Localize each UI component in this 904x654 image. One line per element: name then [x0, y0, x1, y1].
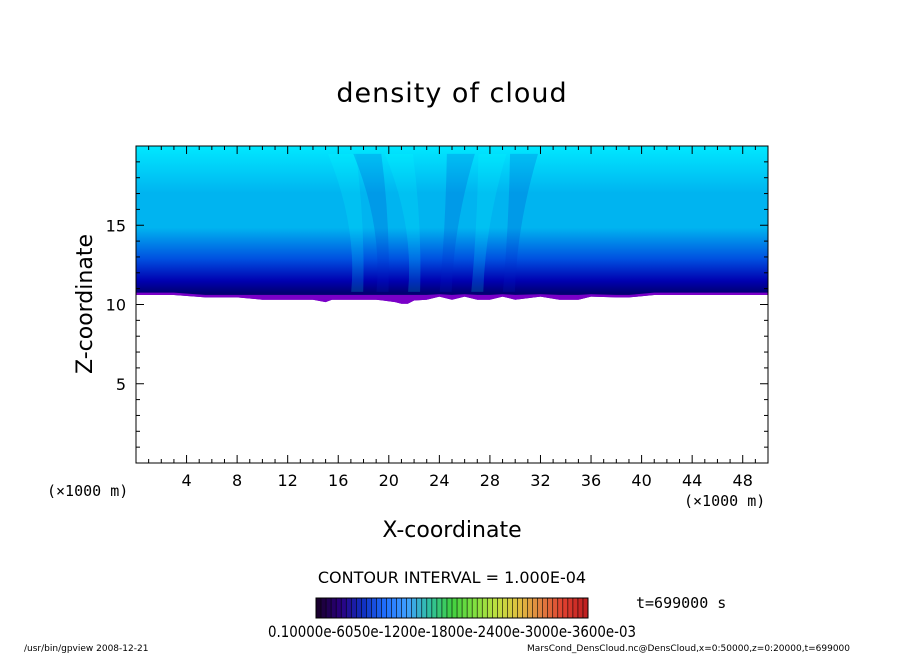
colorbar-labels: 0.10000e-6050e-1200e-1800e-2400e-3000e-3…: [268, 622, 636, 641]
colorbar-segment: [462, 598, 468, 618]
colorbar-segment: [406, 598, 412, 618]
colorbar-segment: [341, 598, 347, 618]
colorbar-segment: [557, 598, 564, 618]
colorbar-segment: [467, 598, 473, 618]
plume-streak: [502, 153, 539, 292]
plume-streak: [353, 153, 389, 292]
colorbar-segment: [396, 598, 402, 618]
colorbar-segment: [522, 598, 528, 618]
contour-interval: CONTOUR INTERVAL = 1.000E-04: [318, 568, 586, 587]
y-tick-label: 5: [116, 375, 126, 394]
colorbar-segment: [472, 598, 478, 618]
colorbar-segment: [542, 598, 548, 618]
x-axis-ticks: 4 8 12 16 20 24 28 32 36 40 44 48: [148, 146, 756, 490]
colorbar-segment: [426, 598, 433, 618]
time-label: t=699000 s: [636, 594, 726, 612]
colorbar-segment: [552, 598, 558, 618]
colorbar-segment: [421, 598, 428, 618]
colorbar-segment: [537, 598, 543, 618]
colorbar-segment: [346, 598, 352, 618]
colorbar-segment: [527, 598, 533, 618]
x-tick-label: 4: [181, 471, 191, 490]
colorbar-segment: [431, 598, 438, 618]
colorbar-segment: [401, 598, 407, 618]
footer-right: MarsCond_DensCloud.nc@DensCloud,x=0:5000…: [527, 644, 850, 654]
colorbar-segment: [572, 598, 579, 618]
colorbar-segment: [582, 598, 589, 618]
colorbar-segment: [517, 598, 523, 618]
cloud-base-band: [136, 287, 768, 304]
colorbar-segment: [512, 598, 518, 618]
x-tick-label: 16: [328, 471, 348, 490]
colorbar-segment: [577, 598, 584, 618]
colorbar-segment: [376, 598, 382, 618]
colorbar-segment: [441, 598, 448, 618]
x-axis-label: X-coordinate: [382, 518, 521, 543]
x-tick-label: 8: [232, 471, 242, 490]
plume-streak: [328, 153, 364, 292]
colorbar-segment: [497, 598, 503, 618]
colorbar-segment: [446, 598, 453, 618]
y-tick-label: 10: [106, 296, 126, 315]
colorbar-segment: [567, 598, 574, 618]
colorbar-segment: [356, 598, 362, 618]
cloud-density-field: [136, 146, 768, 304]
y-axis-ticks: 5 10 15: [106, 161, 768, 448]
colorbar-segment: [416, 598, 422, 618]
plume-streak: [384, 153, 421, 292]
colorbar-segment: [452, 598, 458, 618]
y-tick-label: 15: [106, 216, 126, 235]
x-tick-label: 32: [530, 471, 550, 490]
x-tick-label: 36: [581, 471, 601, 490]
colorbar-segment: [477, 598, 483, 618]
colorbar-segment: [482, 598, 488, 618]
x-tick-label: 44: [682, 471, 702, 490]
x-tick-label: 28: [480, 471, 500, 490]
colorbar-segment: [316, 598, 322, 618]
colorbar-segment: [386, 598, 392, 618]
chart-title: density of cloud: [336, 78, 567, 109]
z-axis-unit: (×1000 m): [47, 482, 128, 500]
colorbar-segment: [371, 598, 377, 618]
convective-plumes: [328, 153, 539, 292]
colorbar-frame: [315, 597, 589, 619]
colorbar-segment: [487, 598, 493, 618]
x-tick-label: 12: [278, 471, 298, 490]
colorbar-segment: [351, 598, 357, 618]
colorbar-segment: [361, 598, 367, 618]
x-tick-label: 24: [429, 471, 449, 490]
colorbar-segment: [391, 598, 397, 618]
x-tick-label: 48: [733, 471, 753, 490]
plume-streak: [471, 153, 507, 292]
colorbar-segment: [381, 598, 387, 618]
colorbar-segment: [492, 598, 498, 618]
colorbar-segment: [326, 598, 332, 618]
x-axis-unit: (×1000 m): [684, 492, 765, 510]
colorbar-segment: [502, 598, 508, 618]
colorbar-segment: [321, 598, 327, 618]
colorbar-segment: [336, 598, 342, 618]
colorbar-segment: [532, 598, 538, 618]
colorbar-segment: [366, 598, 372, 618]
colorbar: [315, 597, 589, 619]
plume-streak: [439, 153, 475, 292]
colorbar-segment: [507, 598, 513, 618]
colorbar-segment: [547, 598, 553, 618]
colorbar-segment: [457, 598, 463, 618]
x-tick-label: 40: [631, 471, 651, 490]
colorbar-segment: [562, 598, 569, 618]
x-tick-label: 20: [379, 471, 399, 490]
footer-left: /usr/bin/gpview 2008-12-21: [24, 644, 148, 654]
colorbar-segment: [411, 598, 417, 618]
colorbar-segment: [436, 598, 443, 618]
colorbar-segment: [331, 598, 337, 618]
y-axis-label: Z-coordinate: [73, 234, 98, 374]
